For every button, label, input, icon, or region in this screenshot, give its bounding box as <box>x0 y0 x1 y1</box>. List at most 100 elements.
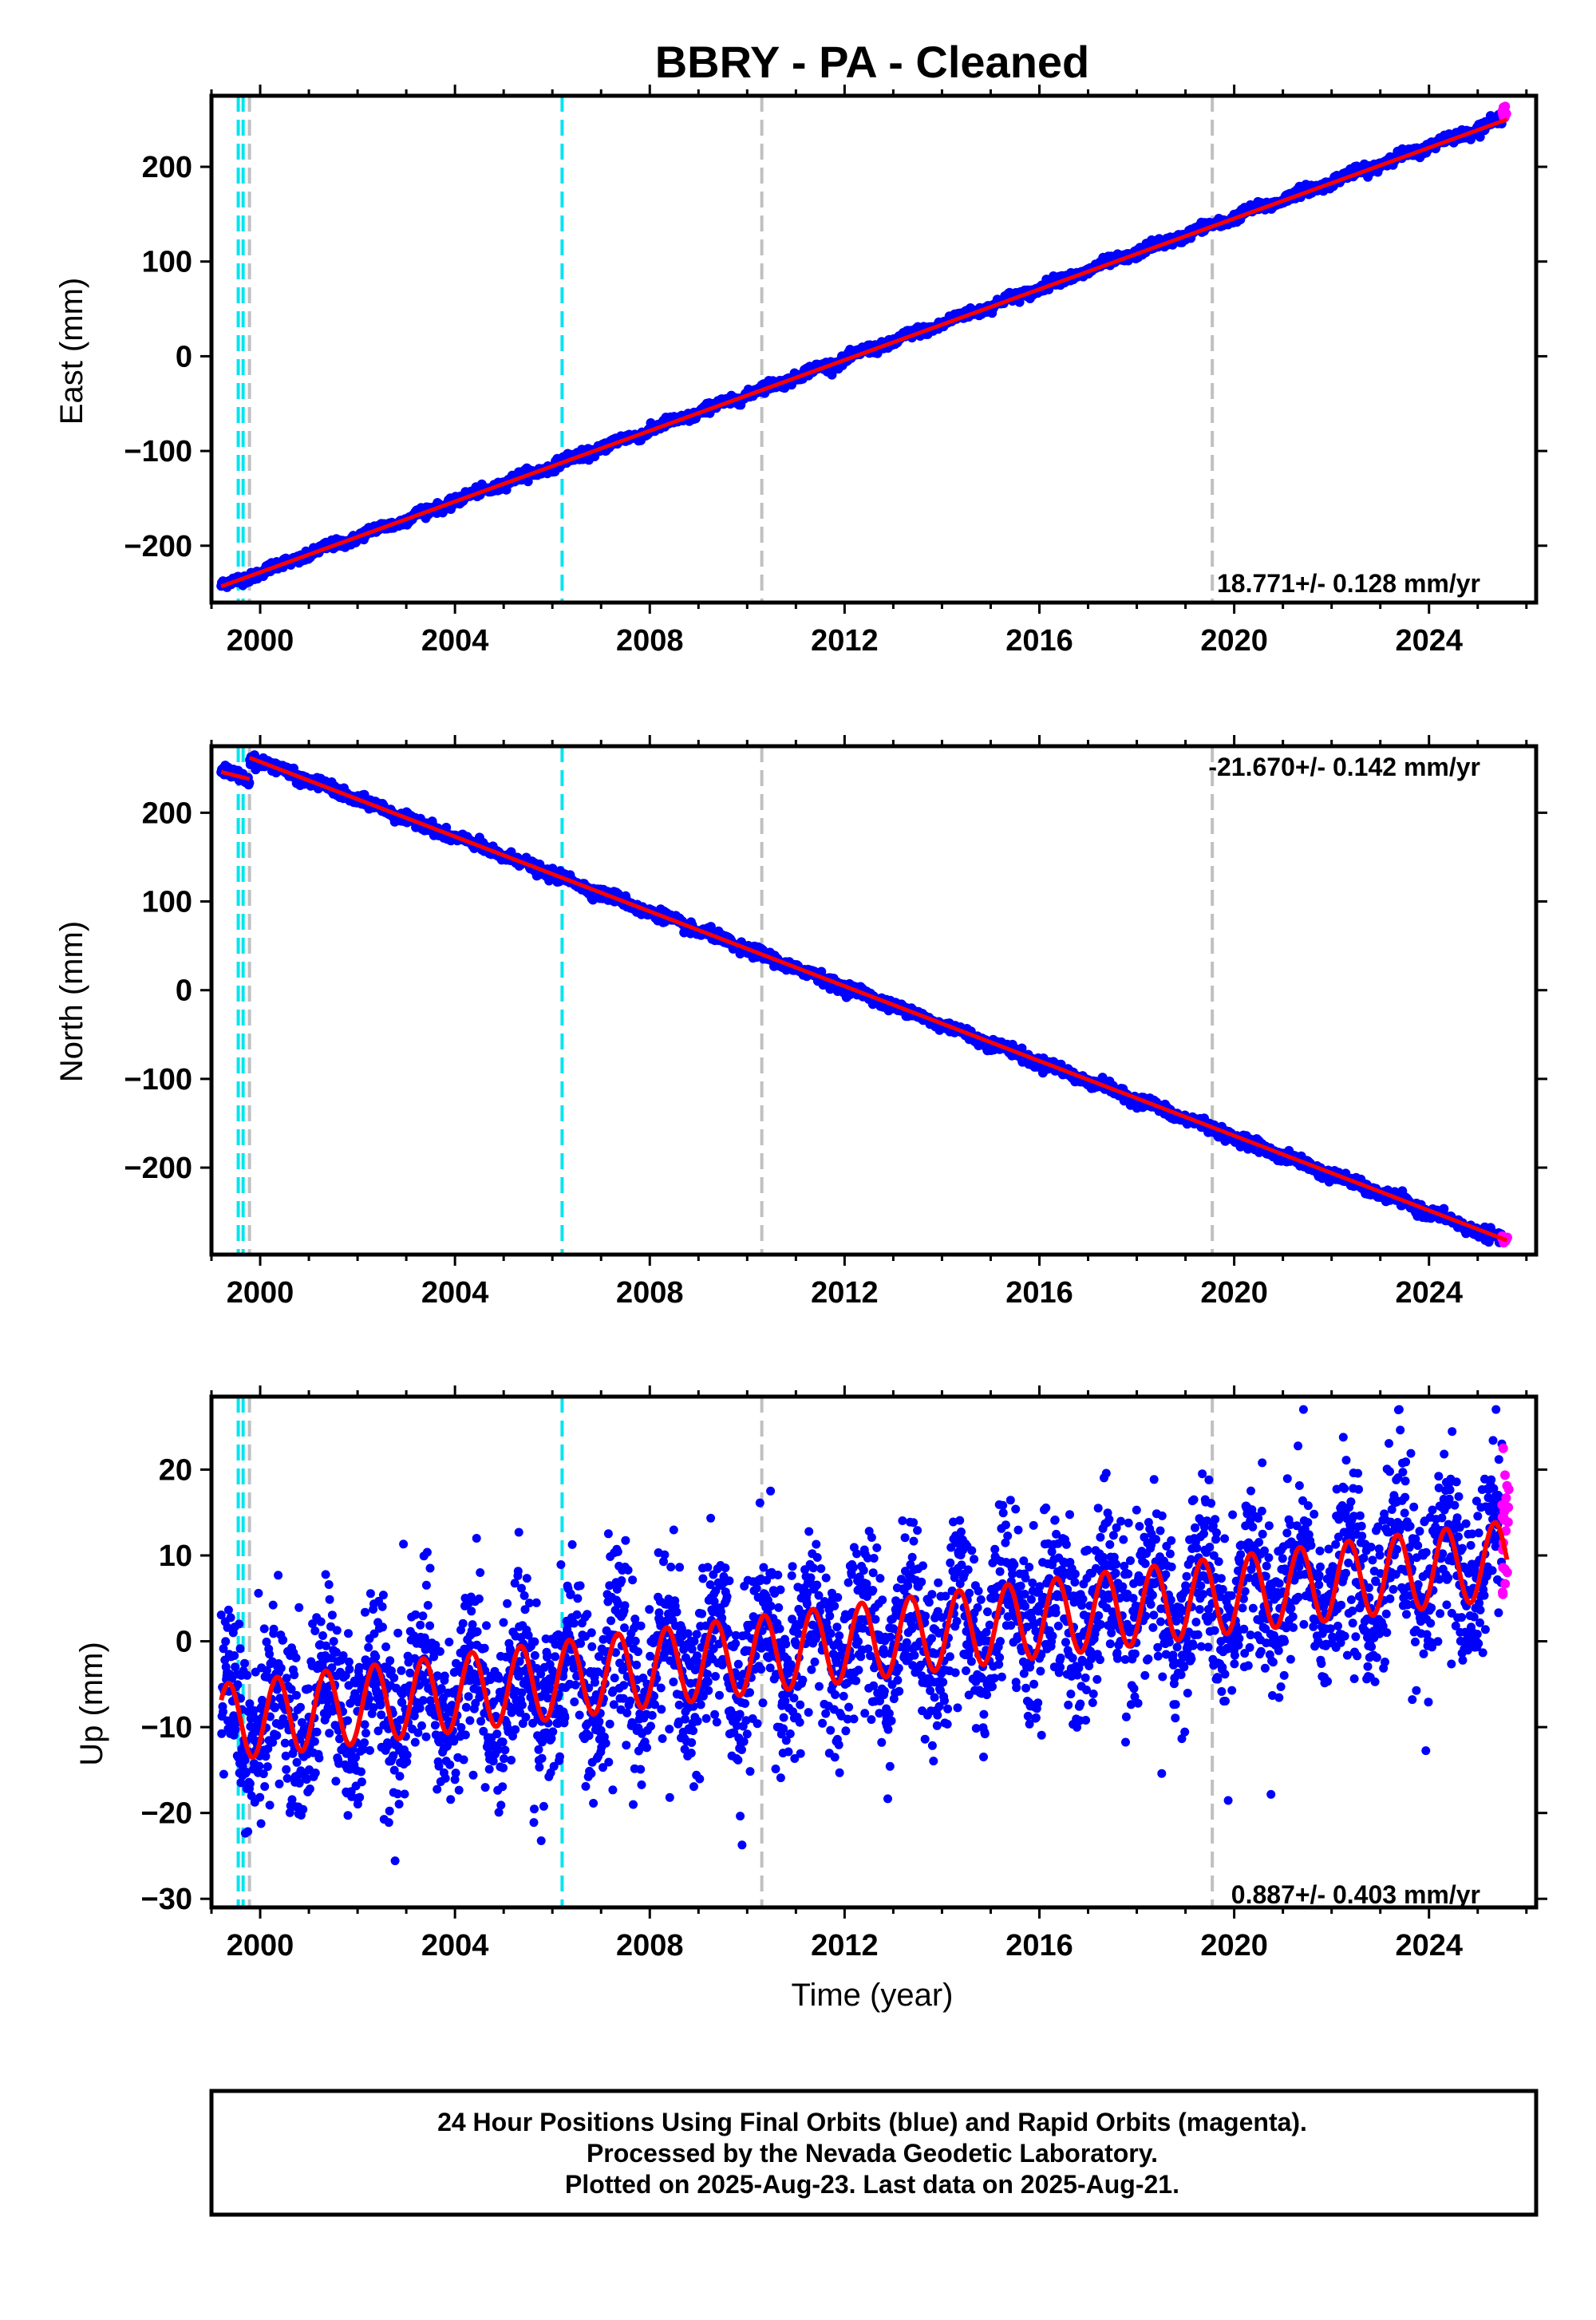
final-orbit-point <box>269 1601 278 1610</box>
final-orbit-point <box>240 1659 249 1668</box>
x-tick-label: 2012 <box>811 1276 879 1310</box>
x-tick-label: 2020 <box>1200 624 1268 658</box>
x-tick-label: 2020 <box>1200 1276 1268 1310</box>
north-panel: North (mm) -21.670+/- 0.142 mm/yr −200 −1… <box>54 735 1547 1310</box>
final-orbit-point <box>293 1758 302 1767</box>
final-orbit-point <box>310 1737 319 1746</box>
x-tick-label: 2008 <box>616 624 684 658</box>
up-ylabel: Up (mm) <box>74 1642 109 1766</box>
y-tick-label: 200 <box>142 151 192 184</box>
final-orbit-point <box>292 1691 301 1700</box>
final-orbit-point <box>255 1793 264 1802</box>
final-orbit-point <box>357 1768 365 1777</box>
final-orbit-point <box>294 1603 303 1612</box>
y-tick-label: −200 <box>124 530 192 563</box>
north-plot-area <box>216 746 1512 1255</box>
final-orbit-point <box>355 1793 364 1802</box>
final-orbit-point <box>311 1769 320 1777</box>
final-orbit-point <box>331 1777 340 1785</box>
final-orbit-point <box>298 1805 307 1814</box>
final-orbit-point <box>221 1637 230 1646</box>
y-tick-label: 100 <box>142 246 192 279</box>
y-tick-label: −100 <box>124 1063 192 1097</box>
final-orbit-point <box>345 1665 354 1674</box>
final-orbit-point <box>274 1571 282 1579</box>
final-orbit-point <box>230 1651 239 1660</box>
final-orbit-point <box>318 1631 327 1640</box>
north-ylabel: North (mm) <box>54 921 89 1082</box>
final-orbit-point <box>314 1753 323 1762</box>
y-tick-label: 0 <box>176 340 192 373</box>
north-rate-label: -21.670+/- 0.142 mm/yr <box>1208 753 1480 781</box>
final-orbit-point <box>257 1820 266 1828</box>
final-orbit-point <box>361 1608 369 1617</box>
y-tick-label: −100 <box>124 435 192 468</box>
final-orbit-point <box>275 1780 284 1788</box>
final-orbit-point <box>306 1784 314 1793</box>
y-tick-label: 100 <box>142 886 192 919</box>
final-orbit-point <box>313 1728 322 1737</box>
rapid-orbit-point <box>1498 109 1507 118</box>
final-orbit-point <box>260 1782 269 1791</box>
east-ylabel: East (mm) <box>54 278 89 425</box>
final-orbit-point <box>325 1729 334 1737</box>
final-orbit-point <box>282 1765 290 1774</box>
final-orbit-point <box>266 1800 275 1809</box>
final-orbit-point <box>343 1716 352 1725</box>
final-orbit-point <box>360 1738 369 1747</box>
final-orbit-point <box>328 1611 337 1619</box>
final-orbit-point <box>246 1779 255 1788</box>
final-orbit-point <box>243 1828 252 1836</box>
model-fit-line <box>250 757 1507 1240</box>
x-tick-label: 2024 <box>1395 1276 1463 1310</box>
x-tick-label: 2016 <box>1005 1276 1073 1310</box>
up-panel: Up (mm) 0.887+/- 0.403 mm/yr Time (year)… <box>74 1385 1547 2013</box>
final-orbit-point <box>219 1770 228 1779</box>
x-tick-label: 2000 <box>227 624 294 658</box>
final-orbit-point <box>270 1625 279 1634</box>
final-orbit-point <box>243 1671 251 1680</box>
final-orbit-point <box>361 1729 370 1737</box>
east-panel: East (mm) 18.771+/- 0.128 mm/yr −200 −100… <box>54 85 1547 658</box>
final-orbit-point <box>325 1580 334 1589</box>
final-orbit-point <box>344 1629 353 1638</box>
y-tick-label: 200 <box>142 796 192 830</box>
x-tick-label: 2000 <box>227 1276 294 1310</box>
x-tick-label: 2004 <box>421 1276 489 1310</box>
final-orbit-point <box>224 1606 233 1615</box>
final-orbit-point <box>296 1703 305 1712</box>
final-orbit-point <box>344 1811 353 1820</box>
x-tick-label: 2004 <box>421 624 489 658</box>
final-orbit-point <box>358 1777 366 1786</box>
final-orbit-point <box>265 1650 274 1658</box>
final-orbit-point <box>279 1635 287 1644</box>
final-orbit-point <box>236 1644 245 1653</box>
final-orbit-point <box>317 1618 326 1626</box>
final-orbit-point <box>254 1589 263 1598</box>
chart-title: BBRY - PA - Cleaned <box>655 37 1090 87</box>
final-orbit-point <box>330 1637 338 1646</box>
east-plot-area <box>216 96 1511 603</box>
final-orbit-point <box>283 1774 292 1783</box>
x-axis-label: Time (year) <box>792 1978 954 2013</box>
final-orbit-point <box>292 1654 301 1662</box>
final-orbit-point <box>219 1707 227 1716</box>
final-orbit-point <box>290 1670 298 1679</box>
final-orbit-point <box>322 1570 330 1579</box>
up-plot-area <box>217 1397 1514 1907</box>
x-tick-label: 2024 <box>1395 624 1463 658</box>
model-fit-line <box>221 120 1507 587</box>
final-orbit-point <box>263 1762 272 1771</box>
final-orbit-point <box>277 1664 286 1673</box>
final-orbit-point <box>361 1720 369 1729</box>
final-orbit-point <box>255 1762 263 1771</box>
x-tick-label: 2012 <box>811 624 879 658</box>
y-tick-label: −200 <box>124 1152 192 1185</box>
up-rate-label: 0.887+/- 0.403 mm/yr <box>1231 1880 1480 1909</box>
final-orbit-point <box>304 1685 313 1694</box>
east-rate-label: 18.771+/- 0.128 mm/yr <box>1217 569 1480 598</box>
final-orbit-point <box>272 1731 281 1740</box>
final-orbit-point <box>333 1626 342 1634</box>
